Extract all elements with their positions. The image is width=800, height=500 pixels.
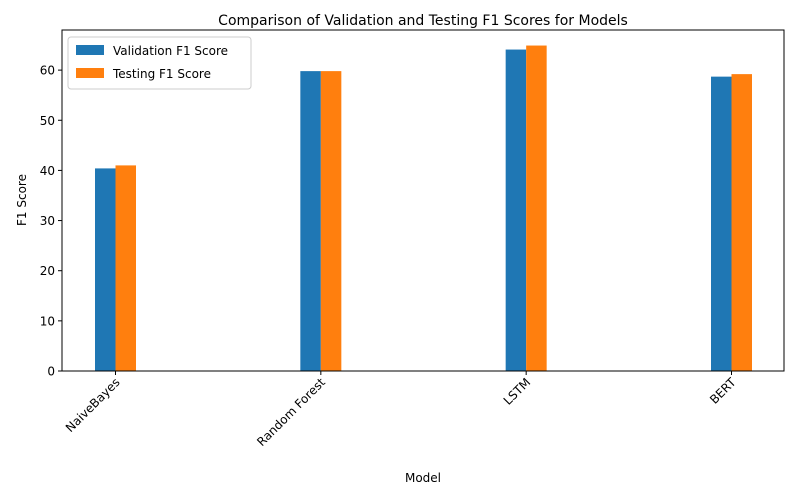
chart-title: Comparison of Validation and Testing F1 …	[218, 13, 628, 29]
y-axis-ticks: 0 10 20 30 40 50 60	[40, 64, 62, 379]
y-tick-label: 20	[40, 264, 55, 278]
x-tick-label: BERT	[707, 375, 739, 407]
y-tick-label: 40	[40, 164, 55, 178]
x-tick-label: LSTM	[501, 375, 534, 408]
bar-testing-bert	[731, 74, 752, 372]
x-tick-label: NaiveBayes	[63, 375, 123, 435]
plot-frame	[61, 29, 785, 372]
bar-testing-random-forest	[320, 71, 342, 371]
bar-validation-lstm	[505, 49, 527, 372]
bar-validation-bert	[711, 76, 732, 371]
y-tick-label: 60	[40, 64, 55, 78]
bar-validation-naivebayes	[95, 168, 116, 371]
bars-layer	[95, 45, 752, 372]
legend: Validation F1 Score Testing F1 Score	[67, 36, 252, 90]
y-axis-label: F1 Score	[15, 174, 29, 226]
legend-label-validation: Validation F1 Score	[113, 44, 228, 58]
legend-label-testing: Testing F1 Score	[112, 67, 211, 81]
x-axis-label: Model	[405, 471, 441, 485]
x-tick-label: Random Forest	[254, 375, 328, 449]
y-tick-label: 50	[40, 114, 55, 128]
bar-testing-lstm	[526, 45, 547, 371]
y-tick-label: 30	[40, 214, 55, 228]
legend-swatch-testing	[76, 68, 104, 78]
bar-testing-naivebayes	[115, 165, 136, 371]
legend-swatch-validation	[76, 45, 104, 55]
y-tick-label: 0	[47, 365, 55, 379]
x-axis-ticks: NaiveBayes Random Forest LSTM BERT	[63, 371, 739, 449]
bar-validation-random-forest	[300, 71, 321, 371]
y-tick-label: 10	[40, 314, 55, 328]
legend-frame	[67, 36, 252, 90]
